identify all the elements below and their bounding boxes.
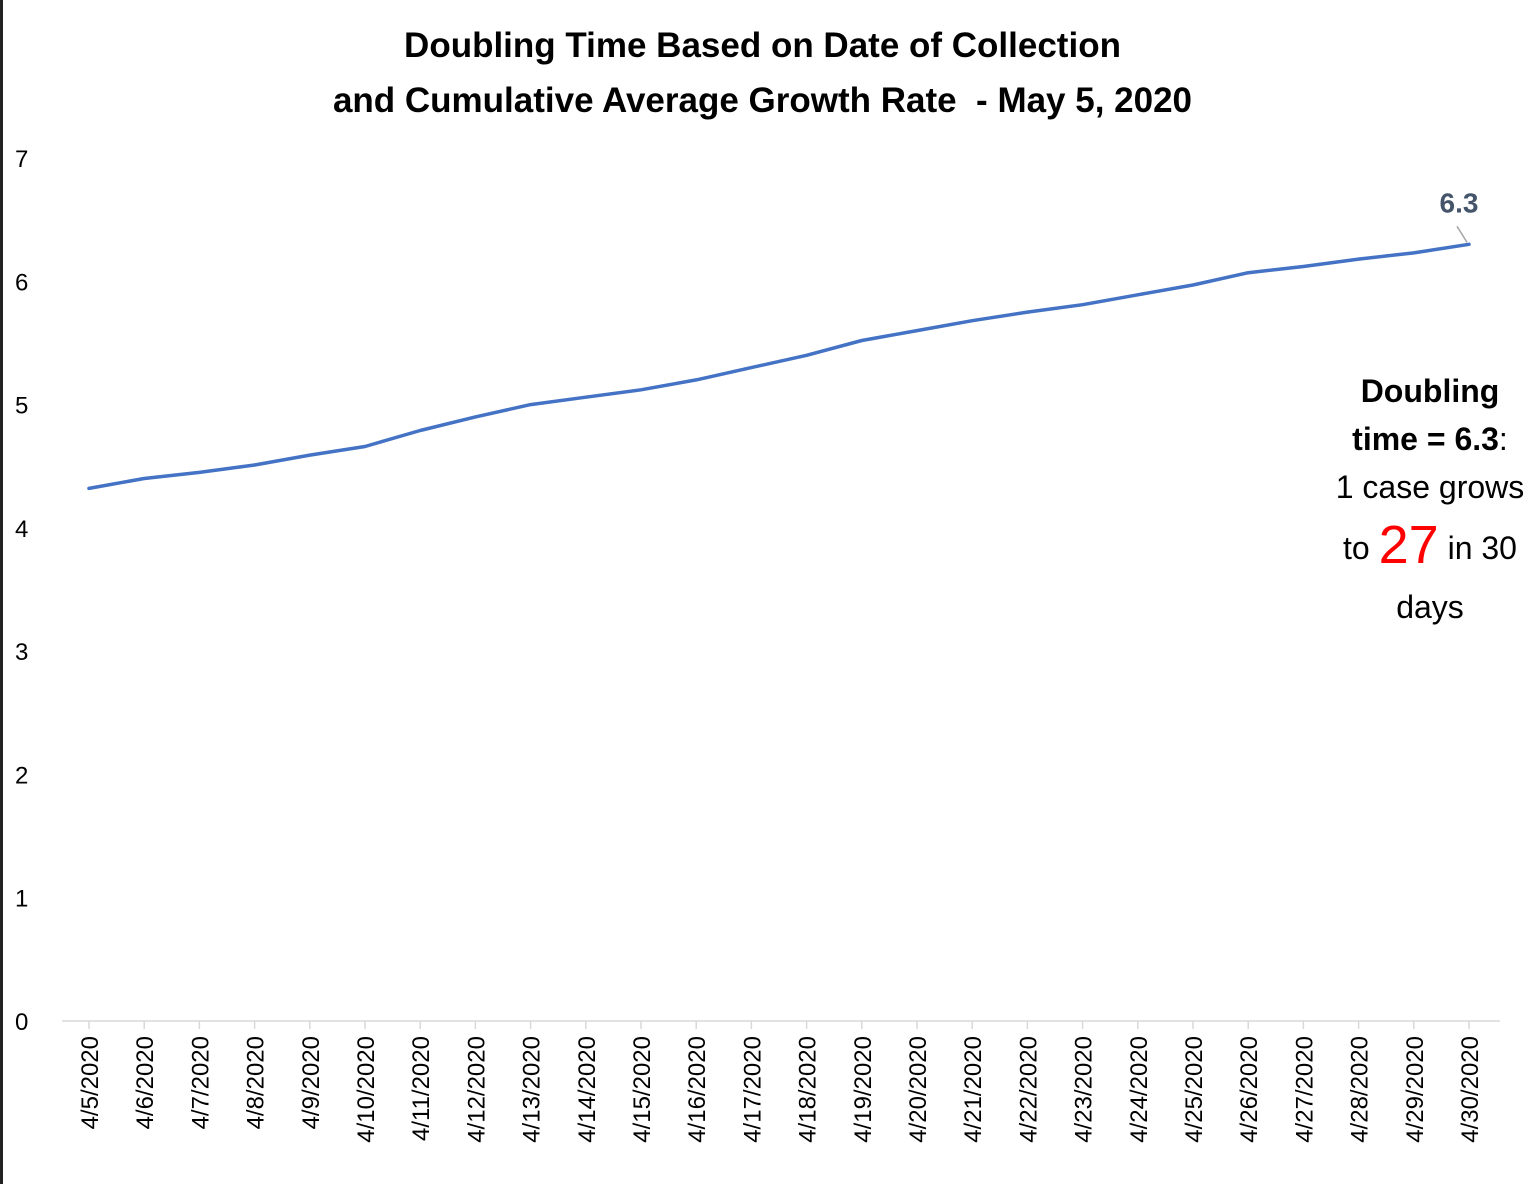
annotation-days: days [1396, 589, 1464, 625]
annotation-colon: : [1498, 421, 1508, 457]
y-tick-label: 1 [15, 886, 28, 913]
annotation-case-grows: 1 case grows [1335, 469, 1525, 505]
chart-title-line-2: and Cumulative Average Growth Rate - May… [332, 81, 1193, 120]
x-tick-label: 4/17/2020 [739, 1036, 766, 1143]
y-tick-label: 2 [15, 762, 28, 789]
x-tick-label: 4/27/2020 [1291, 1036, 1318, 1143]
y-tick-label: 6 [15, 269, 28, 296]
annotation-line-1: Doubling [1305, 370, 1540, 412]
x-tick-label: 4/14/2020 [574, 1036, 601, 1143]
x-tick-label: 4/20/2020 [905, 1036, 932, 1143]
x-tick-label: 4/12/2020 [463, 1036, 490, 1143]
y-tick-label: 5 [15, 393, 28, 420]
y-tick-label: 7 [15, 146, 28, 173]
annotation-line-3: 1 case grows [1305, 466, 1540, 508]
annotation-in-30: in 30 [1438, 530, 1517, 566]
y-tick-label: 3 [15, 639, 28, 666]
x-tick-label: 4/16/2020 [684, 1036, 711, 1143]
x-tick-label: 4/18/2020 [795, 1036, 822, 1143]
annotation-to: to [1343, 530, 1379, 566]
annotation-highlight-number: 27 [1378, 515, 1439, 575]
x-tick-label: 4/5/2020 [77, 1036, 104, 1129]
x-tick-label: 4/28/2020 [1347, 1036, 1374, 1143]
x-tick-label: 4/10/2020 [353, 1036, 380, 1143]
left-border [0, 0, 3, 1184]
x-tick-label: 4/23/2020 [1071, 1036, 1098, 1143]
x-tick-label: 4/7/2020 [187, 1036, 214, 1129]
y-tick-label: 0 [15, 1009, 28, 1036]
x-tick-label: 4/19/2020 [850, 1036, 877, 1143]
x-tick-label: 4/21/2020 [960, 1036, 987, 1143]
annotation-line-2: time = 6.3: [1305, 418, 1540, 460]
annotation-line-4: to 27 in 30 [1305, 518, 1540, 572]
x-tick-label: 4/8/2020 [243, 1036, 270, 1129]
chart-title-line-1: Doubling Time Based on Date of Collectio… [404, 26, 1121, 65]
x-tick-label: 4/13/2020 [519, 1036, 546, 1143]
annotation-line-5: days [1305, 586, 1540, 628]
y-tick-label: 4 [15, 516, 28, 543]
data-label: 6.3 [1440, 187, 1479, 218]
x-tick-label: 4/29/2020 [1402, 1036, 1429, 1143]
x-tick-label: 4/25/2020 [1181, 1036, 1208, 1143]
x-tick-label: 4/24/2020 [1126, 1036, 1153, 1143]
x-tick-label: 4/30/2020 [1457, 1036, 1484, 1143]
annotation-doubling: Doubling [1360, 373, 1500, 409]
series-line [87, 242, 1471, 491]
x-tick-label: 4/22/2020 [1015, 1036, 1042, 1143]
x-tick-label: 4/9/2020 [298, 1036, 325, 1129]
x-tick-label: 4/26/2020 [1236, 1036, 1263, 1143]
annotation-time-value: time = 6.3 [1352, 421, 1499, 457]
x-tick-label: 4/15/2020 [629, 1036, 656, 1143]
x-tick-label: 4/6/2020 [132, 1036, 159, 1129]
data-label-leader [1456, 225, 1468, 243]
x-tick-label: 4/11/2020 [408, 1036, 435, 1141]
